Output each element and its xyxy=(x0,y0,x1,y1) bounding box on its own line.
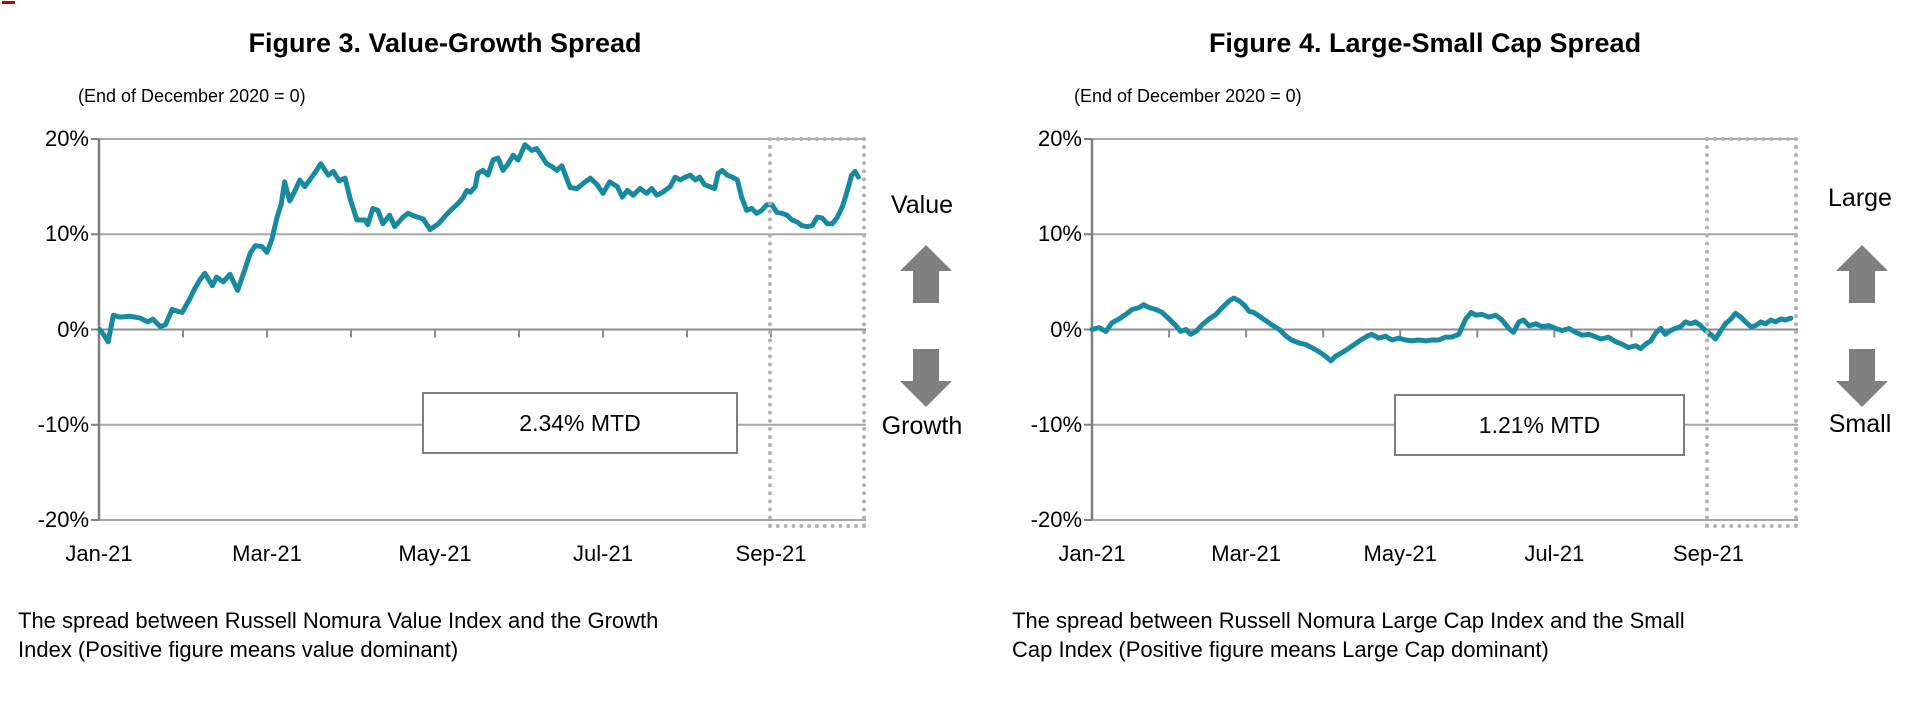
figure4-caption-line1: The spread between Russell Nomura Large … xyxy=(1012,608,1685,633)
x-axis-label: Mar-21 xyxy=(232,541,302,566)
x-axis-label: May-21 xyxy=(398,541,472,566)
figure4-subtitle: (End of December 2020 = 0) xyxy=(1074,86,1302,106)
figure4-caption: The spread between Russell Nomura Large … xyxy=(1012,606,1862,664)
y-axis-label: -10% xyxy=(1030,411,1082,437)
x-axis-label: Mar-21 xyxy=(1211,541,1281,566)
figure4-direction-arrows xyxy=(1836,245,1888,407)
figure4-side-label-small: Small xyxy=(1828,410,1892,438)
figure4-side-label-large: Large xyxy=(1828,184,1892,212)
mtd-highlight-region xyxy=(1705,137,1798,528)
figure3-mtd-annotation: 2.34% MTD xyxy=(422,392,738,454)
figure3-caption-line1: The spread between Russell Nomura Value … xyxy=(18,608,659,633)
up-arrow-icon xyxy=(900,245,952,303)
figure4-plot-area xyxy=(1084,138,1798,521)
y-axis-label: 20% xyxy=(44,126,89,151)
x-axis-label: Sep-21 xyxy=(1672,541,1744,566)
x-axis-label: May-21 xyxy=(1363,541,1437,566)
down-arrow-icon xyxy=(900,349,952,407)
y-axis-label: -20% xyxy=(37,507,89,532)
figure3-title: Figure 3. Value-Growth Spread xyxy=(248,28,642,58)
x-axis-label: Jan-21 xyxy=(1058,541,1126,566)
x-axis-label: Jan-21 xyxy=(65,541,133,566)
x-axis-label: Sep-21 xyxy=(735,541,807,566)
x-axis-label: Jul-21 xyxy=(573,541,633,566)
spread-line xyxy=(1089,295,1794,364)
y-axis-label: 10% xyxy=(1037,221,1082,247)
y-axis-label: 10% xyxy=(44,221,89,247)
y-axis-label: 0% xyxy=(1050,316,1082,342)
down-arrow-icon xyxy=(1836,349,1888,407)
spread-line xyxy=(97,142,861,345)
figure4-mtd-annotation: 1.21% MTD xyxy=(1394,394,1685,456)
mtd-highlight-region xyxy=(768,137,866,528)
figure4-title: Figure 4. Large-Small Cap Spread xyxy=(1208,28,1642,58)
figure3-caption: The spread between Russell Nomura Value … xyxy=(18,606,748,664)
up-arrow-icon xyxy=(1836,245,1888,303)
y-axis-label: -20% xyxy=(1030,507,1082,532)
figure3-side-label-growth: Growth xyxy=(881,412,963,440)
figure4-caption-line2: Cap Index (Positive figure means Large C… xyxy=(1012,637,1549,662)
figure3-caption-line2: Index (Positive figure means value domin… xyxy=(18,637,459,662)
y-axis-label: 0% xyxy=(57,316,89,342)
figure3-side-label-value: Value xyxy=(890,191,954,219)
figure3-subtitle: (End of December 2020 = 0) xyxy=(78,86,306,106)
y-axis-label: 20% xyxy=(1037,126,1082,151)
y-axis-label: -10% xyxy=(37,411,89,437)
x-axis-label: Jul-21 xyxy=(1524,541,1585,566)
corner-artifact xyxy=(2,1,15,4)
figure3-plot-area xyxy=(91,138,866,521)
figure3-direction-arrows xyxy=(900,245,952,407)
